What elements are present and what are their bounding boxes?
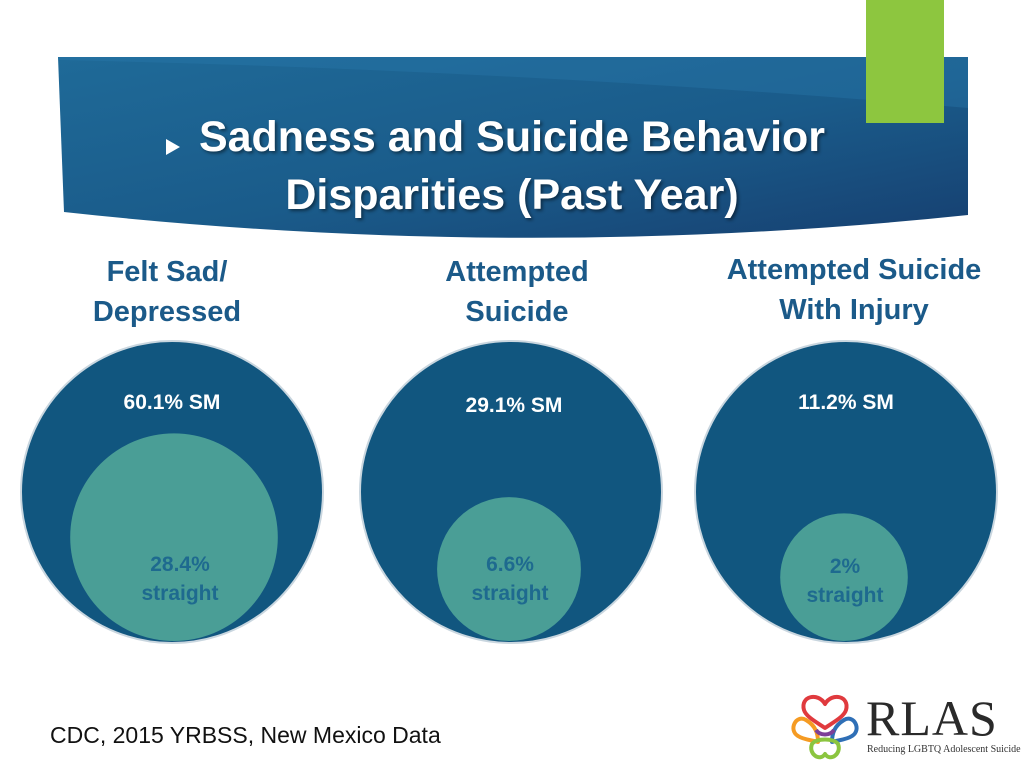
slide-title: Sadness and Suicide Behavior Disparities… (60, 108, 964, 224)
banner-shape (58, 57, 968, 238)
header-line-2: Suicide (465, 296, 569, 328)
rlas-logo: RLAS Reducing LGBTQ Adolescent Suicide (790, 690, 1021, 762)
straight-label-attempted: 6.6% straight (420, 550, 600, 608)
title-line-1: Sadness and Suicide Behavior (198, 113, 826, 161)
straight-word: straight (471, 582, 549, 605)
logo-wordmark: RLAS (866, 690, 998, 746)
header-felt-sad: Felt Sad/ Depressed (42, 252, 292, 332)
sm-label-attempted: 29.1% SM (414, 391, 614, 420)
straight-value: 6.6% (486, 553, 534, 576)
play-arrow-icon (166, 139, 180, 155)
title-line-2: Disparities (Past Year) (285, 171, 739, 219)
straight-value: 2% (829, 555, 861, 578)
header-line-2: With Injury (779, 294, 929, 326)
header-line-1: Felt Sad/ (106, 256, 228, 288)
sm-label-text: 29.1% SM (465, 394, 563, 417)
straight-label-felt-sad: 28.4% straight (90, 550, 270, 608)
straight-value: 28.4% (150, 553, 210, 576)
straight-circle-felt-sad (70, 433, 278, 641)
sm-label-text: 11.2% SM (798, 391, 894, 414)
logo-tagline: Reducing LGBTQ Adolescent Suicide (867, 744, 1021, 755)
straight-word: straight (141, 582, 219, 605)
header-line-1: Attempted Suicide (726, 254, 982, 286)
straight-label-injury: 2% straight (755, 552, 935, 610)
header-line-1: Attempted (445, 256, 589, 288)
sm-label-felt-sad: 60.1% SM (72, 388, 272, 417)
title-banner (58, 0, 968, 238)
source-citation: CDC, 2015 YRBSS, New Mexico Data (50, 722, 441, 748)
header-line-2: Depressed (92, 296, 242, 328)
banner-highlight (58, 57, 968, 108)
header-attempted-suicide: Attempted Suicide (392, 252, 642, 332)
header-attempted-suicide-injury: Attempted Suicide With Injury (684, 250, 1024, 330)
accent-bar (866, 0, 944, 123)
sm-label-text: 60.1% SM (123, 391, 221, 414)
hearts-logo-icon (791, 694, 859, 760)
sm-label-injury: 11.2% SM (746, 388, 946, 417)
straight-word: straight (806, 584, 884, 607)
